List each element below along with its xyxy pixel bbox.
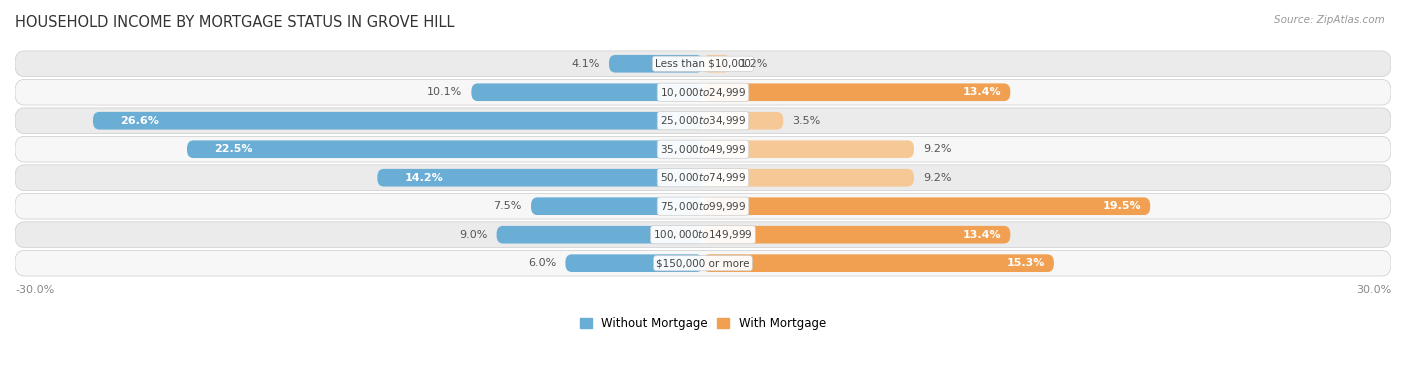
Text: 26.6%: 26.6% bbox=[121, 116, 159, 126]
FancyBboxPatch shape bbox=[703, 169, 914, 186]
FancyBboxPatch shape bbox=[15, 194, 1391, 219]
Text: 9.2%: 9.2% bbox=[924, 144, 952, 154]
Text: 3.5%: 3.5% bbox=[793, 116, 821, 126]
FancyBboxPatch shape bbox=[15, 165, 1391, 191]
Text: $50,000 to $74,999: $50,000 to $74,999 bbox=[659, 171, 747, 184]
FancyBboxPatch shape bbox=[15, 108, 1391, 133]
Text: 1.2%: 1.2% bbox=[740, 59, 768, 69]
Text: $35,000 to $49,999: $35,000 to $49,999 bbox=[659, 143, 747, 156]
FancyBboxPatch shape bbox=[703, 226, 1011, 243]
Text: 19.5%: 19.5% bbox=[1102, 201, 1142, 211]
Text: Source: ZipAtlas.com: Source: ZipAtlas.com bbox=[1274, 15, 1385, 25]
Text: HOUSEHOLD INCOME BY MORTGAGE STATUS IN GROVE HILL: HOUSEHOLD INCOME BY MORTGAGE STATUS IN G… bbox=[15, 15, 454, 30]
Text: 14.2%: 14.2% bbox=[405, 173, 444, 183]
FancyBboxPatch shape bbox=[15, 250, 1391, 276]
FancyBboxPatch shape bbox=[565, 254, 703, 272]
Text: $25,000 to $34,999: $25,000 to $34,999 bbox=[659, 114, 747, 127]
FancyBboxPatch shape bbox=[531, 197, 703, 215]
FancyBboxPatch shape bbox=[15, 79, 1391, 105]
Legend: Without Mortgage, With Mortgage: Without Mortgage, With Mortgage bbox=[575, 312, 831, 335]
Text: $10,000 to $24,999: $10,000 to $24,999 bbox=[659, 86, 747, 99]
FancyBboxPatch shape bbox=[496, 226, 703, 243]
FancyBboxPatch shape bbox=[15, 136, 1391, 162]
FancyBboxPatch shape bbox=[703, 112, 783, 130]
Text: $100,000 to $149,999: $100,000 to $149,999 bbox=[654, 228, 752, 241]
FancyBboxPatch shape bbox=[187, 140, 703, 158]
FancyBboxPatch shape bbox=[609, 55, 703, 73]
Text: -30.0%: -30.0% bbox=[15, 285, 55, 294]
Text: 7.5%: 7.5% bbox=[494, 201, 522, 211]
Text: 6.0%: 6.0% bbox=[529, 258, 557, 268]
FancyBboxPatch shape bbox=[703, 197, 1150, 215]
Text: 30.0%: 30.0% bbox=[1355, 285, 1391, 294]
FancyBboxPatch shape bbox=[93, 112, 703, 130]
FancyBboxPatch shape bbox=[377, 169, 703, 186]
Text: 10.1%: 10.1% bbox=[427, 87, 463, 97]
Text: $75,000 to $99,999: $75,000 to $99,999 bbox=[659, 200, 747, 213]
FancyBboxPatch shape bbox=[703, 140, 914, 158]
FancyBboxPatch shape bbox=[703, 254, 1054, 272]
Text: 13.4%: 13.4% bbox=[963, 87, 1001, 97]
Text: 13.4%: 13.4% bbox=[963, 230, 1001, 240]
FancyBboxPatch shape bbox=[703, 55, 731, 73]
FancyBboxPatch shape bbox=[703, 84, 1011, 101]
Text: 22.5%: 22.5% bbox=[215, 144, 253, 154]
FancyBboxPatch shape bbox=[471, 84, 703, 101]
Text: 9.2%: 9.2% bbox=[924, 173, 952, 183]
Text: Less than $10,000: Less than $10,000 bbox=[655, 59, 751, 69]
Text: 15.3%: 15.3% bbox=[1007, 258, 1045, 268]
Text: 4.1%: 4.1% bbox=[571, 59, 600, 69]
FancyBboxPatch shape bbox=[15, 51, 1391, 77]
FancyBboxPatch shape bbox=[15, 222, 1391, 248]
Text: 9.0%: 9.0% bbox=[458, 230, 488, 240]
Text: $150,000 or more: $150,000 or more bbox=[657, 258, 749, 268]
